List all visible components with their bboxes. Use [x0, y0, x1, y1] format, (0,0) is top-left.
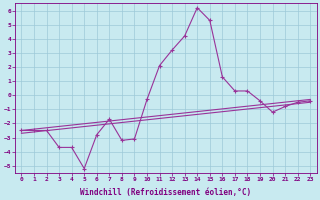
X-axis label: Windchill (Refroidissement éolien,°C): Windchill (Refroidissement éolien,°C)	[80, 188, 252, 197]
